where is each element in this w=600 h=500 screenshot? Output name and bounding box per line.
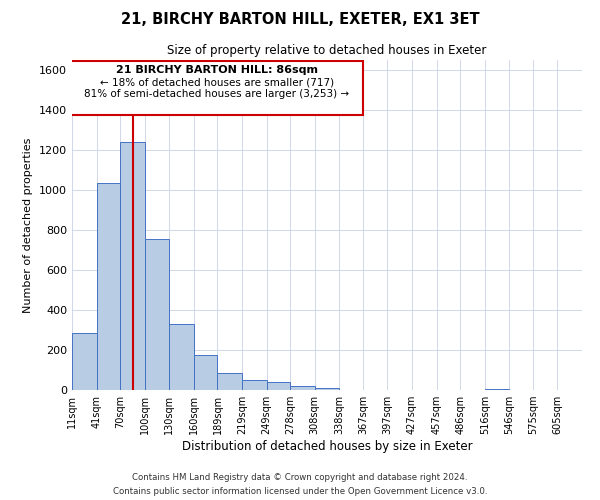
Bar xyxy=(97,183,120,390)
Bar xyxy=(194,355,217,390)
Bar xyxy=(242,380,266,390)
Text: 21, BIRCHY BARTON HILL, EXETER, EX1 3ET: 21, BIRCHY BARTON HILL, EXETER, EX1 3ET xyxy=(121,12,479,28)
Bar xyxy=(169,324,194,390)
Text: Contains public sector information licensed under the Open Government Licence v3: Contains public sector information licen… xyxy=(113,488,487,496)
Bar xyxy=(217,373,242,390)
X-axis label: Distribution of detached houses by size in Exeter: Distribution of detached houses by size … xyxy=(182,440,472,453)
Bar xyxy=(290,386,315,390)
Y-axis label: Number of detached properties: Number of detached properties xyxy=(23,138,34,312)
Bar xyxy=(485,389,509,390)
Text: ← 18% of detached houses are smaller (717): ← 18% of detached houses are smaller (71… xyxy=(100,78,334,88)
Text: Contains HM Land Registry data © Crown copyright and database right 2024.: Contains HM Land Registry data © Crown c… xyxy=(132,472,468,482)
Bar xyxy=(145,239,169,390)
Text: 21 BIRCHY BARTON HILL: 86sqm: 21 BIRCHY BARTON HILL: 86sqm xyxy=(116,65,317,75)
Bar xyxy=(72,333,97,390)
Bar xyxy=(120,142,145,390)
Bar xyxy=(70,61,363,115)
Bar xyxy=(315,388,339,390)
Bar xyxy=(266,382,290,390)
Title: Size of property relative to detached houses in Exeter: Size of property relative to detached ho… xyxy=(167,44,487,58)
Text: 81% of semi-detached houses are larger (3,253) →: 81% of semi-detached houses are larger (… xyxy=(84,90,349,100)
